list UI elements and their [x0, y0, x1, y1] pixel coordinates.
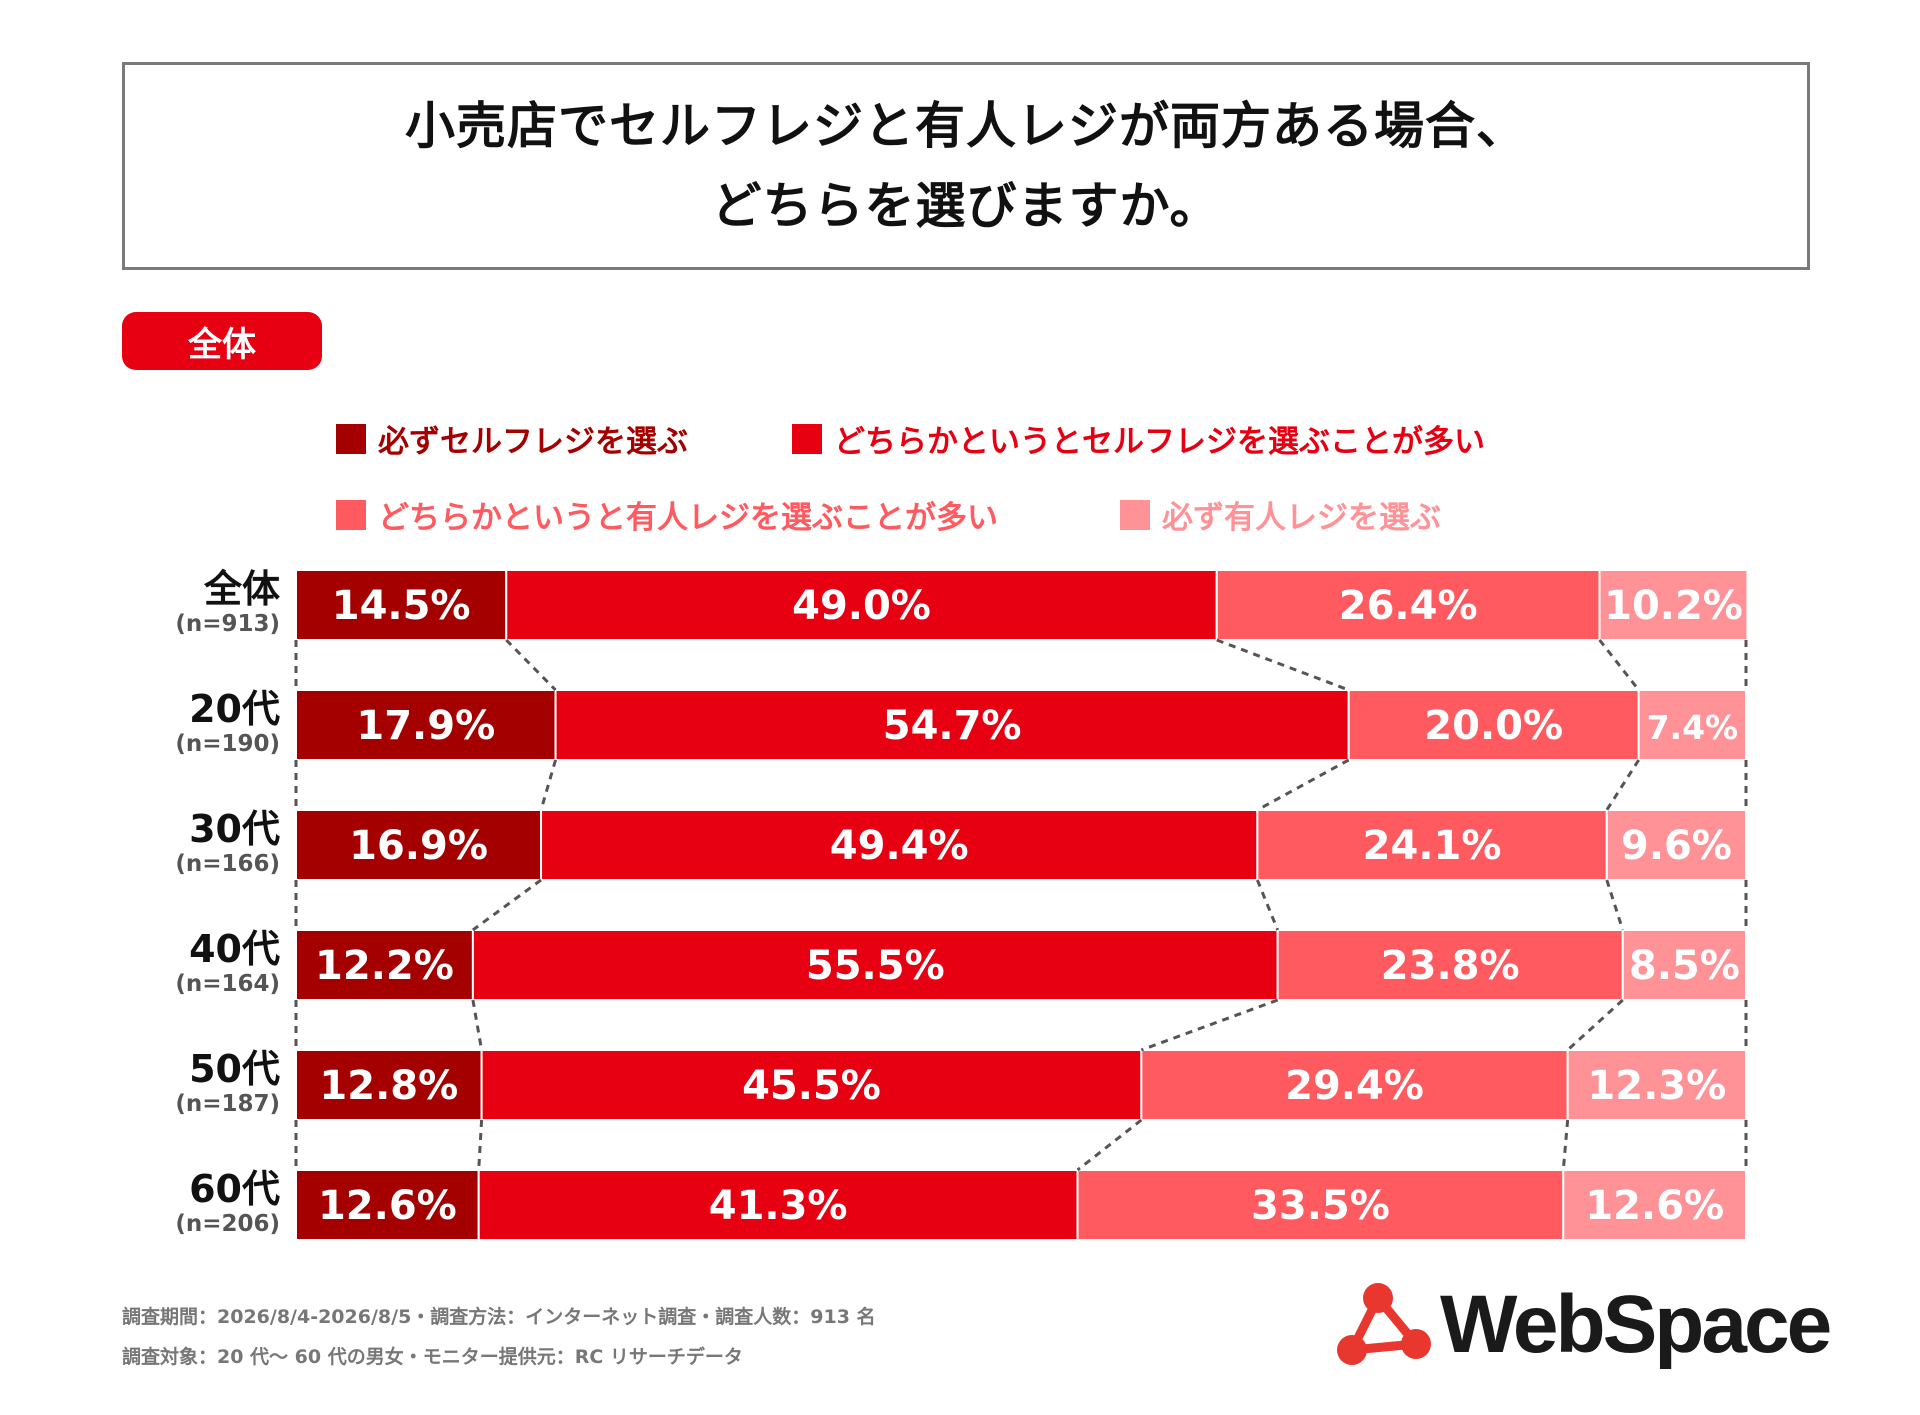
sample-size-label: (n=206) — [175, 1211, 280, 1237]
segment-badge: 全体 — [122, 312, 322, 370]
category-label: 50代 — [189, 1047, 280, 1091]
data-label: 23.8% — [1381, 943, 1520, 989]
legend-label-1: 必ずセルフレジを選ぶ — [378, 424, 688, 460]
connector-line — [472, 878, 542, 932]
connector-line — [1561, 1119, 1570, 1171]
bar-segment — [471, 929, 1279, 1001]
data-label: 20.0% — [1424, 703, 1563, 749]
category-label: 30代 — [189, 807, 280, 851]
data-label: 8.5% — [1629, 943, 1740, 989]
data-label: 55.5% — [806, 943, 945, 989]
molecule-logo-icon — [1337, 1283, 1431, 1365]
data-label: 12.6% — [1585, 1183, 1724, 1229]
data-label: 45.5% — [742, 1063, 881, 1109]
row-label-60s: 60代 (n=206) — [130, 1168, 280, 1238]
sample-size-label: (n=164) — [175, 971, 280, 997]
bar-segment — [1562, 1169, 1748, 1241]
bar-segment — [540, 809, 1259, 881]
data-label: 17.9% — [356, 703, 495, 749]
legend-item-3: どちらかというと有人レジを選ぶことが多い — [336, 492, 998, 537]
category-label: 40代 — [189, 927, 280, 971]
bar-segment — [480, 1049, 1143, 1121]
bar-segment — [1621, 929, 1747, 1001]
chart-title-line-2: どちらを選びますか。 — [711, 177, 1221, 235]
data-label: 12.3% — [1587, 1063, 1726, 1109]
connector-line — [471, 999, 484, 1051]
connector-line — [1598, 639, 1640, 691]
legend-swatch-3 — [336, 499, 366, 530]
connector-line — [1140, 998, 1279, 1052]
row-label-40s: 40代 (n=164) — [130, 928, 280, 998]
data-label: 41.3% — [709, 1183, 848, 1229]
bar-segment — [1605, 809, 1748, 881]
data-label: 49.0% — [792, 583, 931, 629]
data-label: 14.5% — [332, 583, 471, 629]
legend-label-2: どちらかというとセルフレジを選ぶことが多い — [834, 424, 1485, 460]
data-label: 29.4% — [1285, 1063, 1424, 1109]
data-label: 26.4% — [1339, 583, 1478, 629]
webspace-logo: WebSpace — [1330, 1270, 1832, 1380]
row-label-50s: 50代 (n=187) — [130, 1048, 280, 1118]
category-label: 全体 — [203, 567, 280, 611]
sample-size-label: (n=187) — [175, 1091, 280, 1117]
connector-line — [1256, 758, 1350, 812]
legend-swatch-1 — [336, 423, 366, 454]
legend-item-4: 必ず有人レジを選ぶ — [1120, 492, 1441, 537]
bar-segment — [1215, 569, 1601, 641]
data-label: 33.5% — [1251, 1183, 1390, 1229]
sample-size-label: (n=913) — [175, 611, 280, 637]
bar-segment — [295, 929, 474, 1001]
logo-wordmark: WebSpace — [1440, 1279, 1832, 1370]
legend-label-4: 必ず有人レジを選ぶ — [1162, 500, 1441, 536]
legend-swatch-2 — [792, 423, 822, 454]
data-label: 7.4% — [1647, 708, 1739, 747]
row-label-30s: 30代 (n=166) — [130, 808, 280, 878]
connector-line — [1216, 638, 1350, 692]
row-label-20s: 20代 (n=190) — [130, 688, 280, 758]
bar-segment — [1140, 1049, 1569, 1121]
data-label: 24.1% — [1363, 823, 1502, 869]
bar-segment — [1566, 1049, 1748, 1121]
category-label: 20代 — [189, 687, 280, 731]
connector-line — [1605, 879, 1625, 931]
data-label: 54.7% — [883, 703, 1022, 749]
bar-segment — [295, 689, 557, 761]
footnote-survey-period: 調査期間：2026/8/4-2026/8/5・調査方法：インターネット調査・調査… — [122, 1306, 876, 1328]
bar-segment — [1076, 1169, 1565, 1241]
bar-segment — [1598, 569, 1749, 641]
data-label: 10.2% — [1604, 583, 1743, 629]
chart-title-line-1: 小売店でセルフレジと有人レジが両方ある場合、 — [405, 97, 1527, 155]
row-label-all: 全体 (n=913) — [130, 568, 280, 638]
data-label: 16.9% — [349, 823, 488, 869]
connector-line — [505, 638, 557, 692]
connector-line — [1566, 998, 1624, 1052]
connector-line — [1605, 759, 1640, 811]
bar-segment — [295, 1169, 480, 1241]
connector-line — [539, 759, 557, 811]
title-box: 小売店でセルフレジと有人レジが両方ある場合、 どちらを選びますか。 — [122, 62, 1810, 270]
sample-size-label: (n=190) — [175, 731, 280, 757]
category-label: 60代 — [189, 1167, 280, 1211]
bar-segment — [1637, 689, 1747, 761]
data-label: 49.4% — [830, 823, 969, 869]
bar-segment — [1347, 689, 1640, 761]
connector-line — [477, 1119, 484, 1171]
data-label: 12.6% — [318, 1183, 457, 1229]
legend-label-3: どちらかというと有人レジを選ぶことが多い — [378, 500, 998, 536]
bar-segment — [295, 1049, 483, 1121]
connector-line — [1076, 1118, 1143, 1172]
data-label: 12.8% — [319, 1063, 458, 1109]
bar-segment — [295, 569, 508, 641]
legend-item-2: どちらかというとセルフレジを選ぶことが多い — [792, 416, 1485, 461]
legend-swatch-4 — [1120, 499, 1150, 530]
legend-item-1: 必ずセルフレジを選ぶ — [336, 416, 688, 461]
bar-segment — [295, 809, 543, 881]
bar-segment — [554, 689, 1350, 761]
connector-line — [1255, 879, 1280, 931]
data-label: 9.6% — [1621, 823, 1732, 869]
footnote-survey-target: 調査対象：20 代〜 60 代の男女・モニター提供元：RC リサーチデータ — [122, 1346, 743, 1368]
sample-size-label: (n=166) — [175, 851, 280, 877]
data-label: 12.2% — [315, 943, 454, 989]
